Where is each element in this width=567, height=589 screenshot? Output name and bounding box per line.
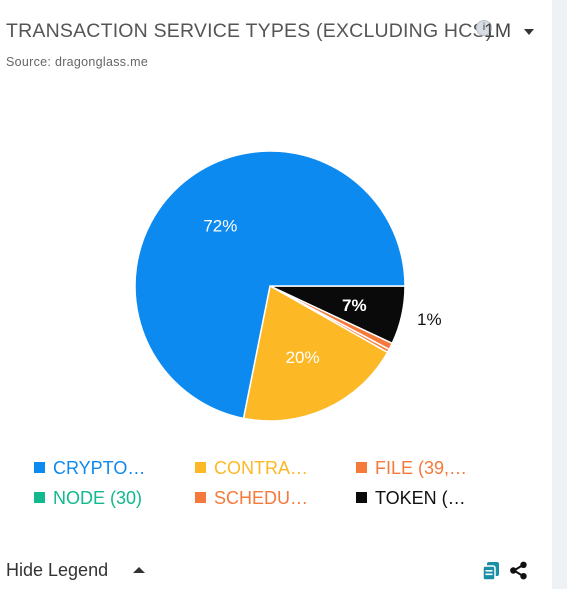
legend-item-schedule[interactable]: SCHEDU… bbox=[195, 488, 308, 509]
data-label-contract: 20% bbox=[286, 348, 320, 367]
legend-swatch bbox=[34, 492, 45, 503]
legend-swatch bbox=[356, 492, 367, 503]
caret-up-icon[interactable] bbox=[133, 567, 145, 573]
legend-label: CRYPTO… bbox=[53, 458, 146, 478]
period-selector-label[interactable]: 1M bbox=[484, 20, 512, 42]
pie-slice-contract[interactable] bbox=[242, 284, 389, 422]
data-label-token: 7% bbox=[342, 296, 367, 315]
scrollbar-track[interactable] bbox=[552, 0, 567, 589]
legend-item-crypto[interactable]: CRYPTO… bbox=[34, 458, 145, 479]
legend-swatch bbox=[195, 462, 206, 473]
legend-label: TOKEN (… bbox=[375, 488, 466, 508]
caret-down-icon[interactable] bbox=[524, 29, 534, 35]
hide-legend-button[interactable]: Hide Legend bbox=[6, 560, 109, 580]
data-label-schedule: 1% bbox=[417, 310, 442, 329]
copy-icon[interactable] bbox=[482, 561, 500, 581]
legend-item-file[interactable]: FILE (39,… bbox=[356, 458, 467, 479]
info-icon[interactable]: i bbox=[476, 20, 492, 36]
pie-chart: 7% 1% 20% 72% bbox=[134, 150, 442, 422]
chart-card: TRANSACTION SERVICE TYPES (EXCLUDING HCS… bbox=[6, 20, 534, 581]
chart-source: Source: dragonglass.me bbox=[6, 55, 149, 69]
legend-item-contract[interactable]: CONTRA… bbox=[195, 458, 308, 479]
legend-item-token[interactable]: TOKEN (… bbox=[356, 488, 466, 509]
legend-item-node[interactable]: NODE (30) bbox=[34, 488, 142, 509]
legend-label: CONTRA… bbox=[214, 458, 308, 478]
chart-title: TRANSACTION SERVICE TYPES (EXCLUDING HCS… bbox=[6, 20, 493, 42]
legend-label: SCHEDU… bbox=[214, 488, 309, 508]
share-icon[interactable] bbox=[509, 561, 528, 580]
legend-swatch bbox=[34, 462, 45, 473]
legend-label: NODE (30) bbox=[53, 488, 143, 508]
data-label-crypto: 72% bbox=[203, 216, 237, 235]
legend-swatch bbox=[195, 492, 206, 503]
pie-slice-crypto[interactable] bbox=[134, 150, 406, 420]
legend-swatch bbox=[356, 462, 367, 473]
legend-label: FILE (39,… bbox=[375, 458, 468, 478]
